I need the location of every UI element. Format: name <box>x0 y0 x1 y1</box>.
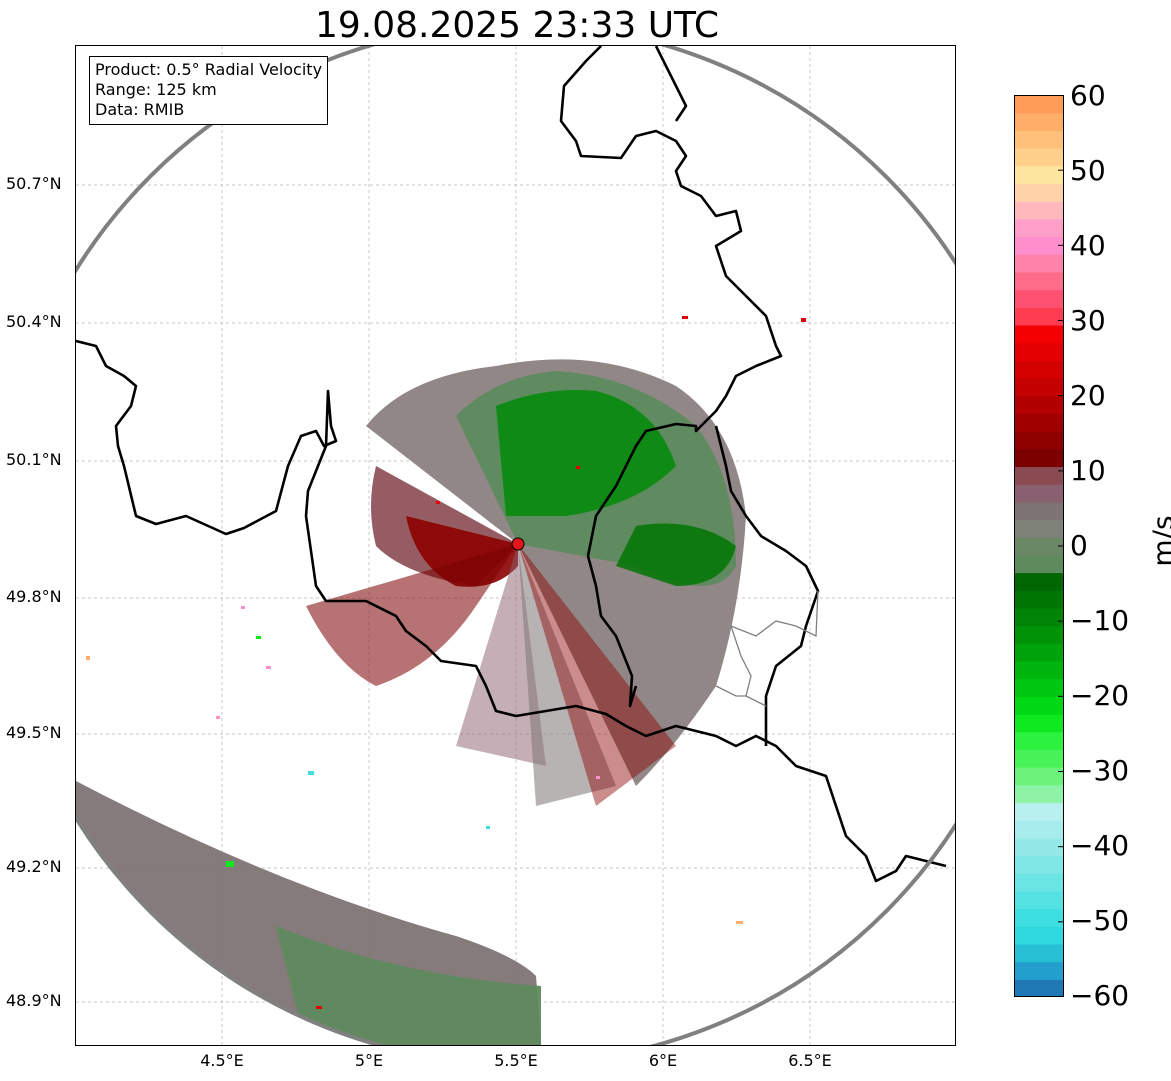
colorbar-segment <box>1014 855 1064 874</box>
colorbar-segment <box>1014 820 1064 839</box>
colorbar-tick-label: 10 <box>1070 454 1106 487</box>
colorbar-segment <box>1014 802 1064 821</box>
colorbar-segment <box>1014 979 1064 997</box>
colorbar-tick-label: 50 <box>1070 154 1106 187</box>
colorbar-segment <box>1014 448 1064 468</box>
colorbar-tick-label: 20 <box>1070 379 1106 412</box>
colorbar-segment <box>1014 95 1064 114</box>
colorbar-segment <box>1014 926 1064 945</box>
colorbar-segment <box>1014 837 1064 857</box>
colorbar-segment <box>1014 148 1064 167</box>
lon-label: 6°E <box>648 1051 678 1070</box>
colorbar-tick-label: 0 <box>1070 529 1088 562</box>
colorbar-segment <box>1014 466 1064 485</box>
colorbar-segment <box>1014 501 1064 521</box>
colorbar-tick-label: 40 <box>1070 229 1106 262</box>
colorbar-tick-label: −30 <box>1070 754 1130 787</box>
colorbar-segment <box>1014 537 1064 556</box>
lat-label: 49.2°N <box>6 857 62 876</box>
colorbar-segment <box>1014 714 1064 733</box>
colorbar-segment <box>1014 961 1064 980</box>
colorbar-tick-label: −40 <box>1070 829 1130 862</box>
colorbar-segment <box>1014 660 1064 680</box>
colorbar-segment <box>1014 643 1064 662</box>
radar-map-canvas <box>76 46 955 1045</box>
region-borders <box>715 590 819 707</box>
map-title: 19.08.2025 23:33 UTC <box>314 5 720 46</box>
colorbar-segment <box>1014 377 1064 397</box>
colorbar-segment <box>1014 696 1064 715</box>
colorbar-tick-label: −50 <box>1070 904 1130 937</box>
colorbar-segment <box>1014 519 1064 538</box>
colorbar-segment <box>1014 572 1064 591</box>
info-range: Range: 125 km <box>95 80 217 99</box>
colorbar-segment <box>1014 360 1064 379</box>
colorbar-segment <box>1014 484 1064 503</box>
colorbar-segment <box>1014 943 1064 963</box>
colorbar-segment <box>1014 767 1064 786</box>
colorbar-unit-label: m/s <box>1146 515 1171 567</box>
colorbar-segment <box>1014 112 1064 131</box>
colorbar-segment <box>1014 749 1064 768</box>
colorbar-segment <box>1014 271 1064 291</box>
info-source: Data: RMIB <box>95 100 185 119</box>
colorbar-segment <box>1014 784 1064 804</box>
colorbar-segment <box>1014 218 1064 238</box>
colorbar-border <box>1014 95 1064 997</box>
colorbar-tick-label: 60 <box>1070 79 1106 112</box>
info-product: Product: 0.5° Radial Velocity <box>95 60 323 79</box>
colorbar-segment <box>1014 625 1064 644</box>
colorbar-segment <box>1014 908 1064 927</box>
colorbar-segment <box>1014 165 1064 185</box>
colorbar-segment <box>1014 183 1064 202</box>
colorbar-tick-label: 30 <box>1070 304 1106 337</box>
colorbar-tick-label: −10 <box>1070 604 1130 637</box>
lat-label: 49.8°N <box>6 587 62 606</box>
radar-site-marker <box>511 537 525 551</box>
colorbar-segment <box>1014 395 1064 414</box>
colorbar-segment <box>1014 607 1064 627</box>
colorbar-segment <box>1014 554 1064 574</box>
colorbar-segment <box>1014 731 1064 750</box>
colorbar-segment <box>1014 678 1064 697</box>
colorbar-segment <box>1014 431 1064 450</box>
product-info-box: Product: 0.5° Radial Velocity Range: 125… <box>89 56 329 125</box>
country-borders <box>76 46 947 883</box>
lat-label: 50.7°N <box>6 174 62 193</box>
lon-label: 4.5°E <box>200 1051 244 1070</box>
colorbar-segment <box>1014 307 1064 326</box>
colorbar-tick-label: −60 <box>1070 979 1130 1012</box>
colorbar-segment <box>1014 324 1064 344</box>
radar-map <box>75 45 956 1046</box>
lon-label: 5.5°E <box>494 1051 538 1070</box>
colorbar-segment <box>1014 590 1064 609</box>
colorbar-segment <box>1014 873 1064 892</box>
lon-label: 5°E <box>354 1051 384 1070</box>
colorbar-segment <box>1014 289 1064 308</box>
colorbar-segment <box>1014 201 1064 220</box>
colorbar-segment <box>1014 890 1064 910</box>
colorbar-segment <box>1014 236 1064 255</box>
lat-label: 50.1°N <box>6 450 62 469</box>
colorbar-segment <box>1014 130 1064 149</box>
lon-label: 6.5°E <box>788 1051 832 1070</box>
colorbar-segment <box>1014 413 1064 432</box>
lat-label: 50.4°N <box>6 312 62 331</box>
colorbar-segment <box>1014 254 1064 273</box>
lat-label: 49.5°N <box>6 723 62 742</box>
velocity-colorbar <box>1014 95 1064 997</box>
colorbar-segment <box>1014 342 1064 361</box>
lat-label: 48.9°N <box>6 991 62 1010</box>
colorbar-tick-label: −20 <box>1070 679 1130 712</box>
